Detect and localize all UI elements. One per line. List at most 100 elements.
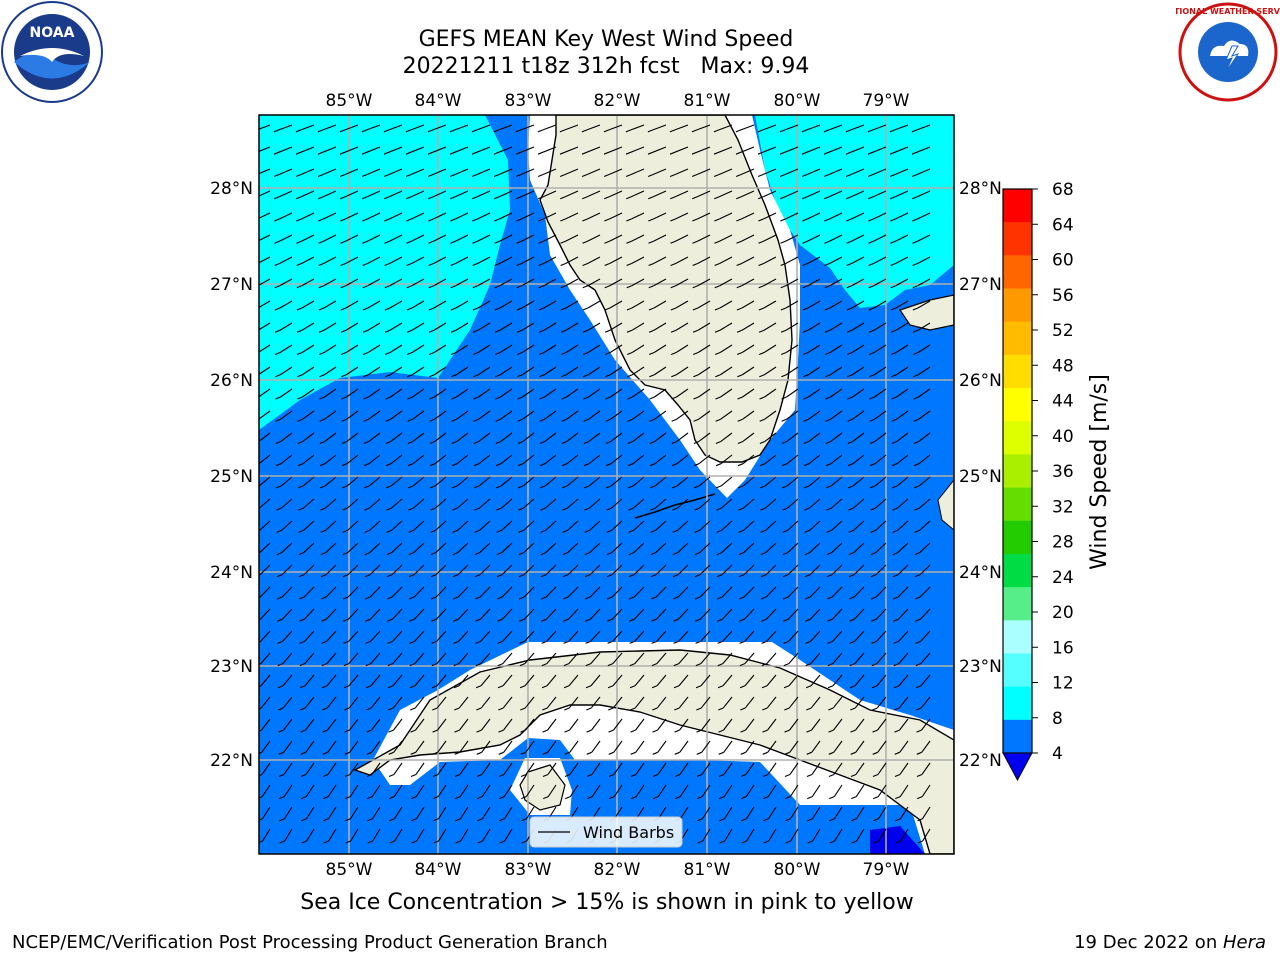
wind-barb [626, 278, 645, 289]
wind-barb [871, 652, 887, 667]
wind-barb [499, 806, 513, 822]
wind-barb [474, 564, 491, 578]
wind-barb [318, 234, 337, 244]
wind-barb [761, 630, 777, 644]
wind-barb [496, 564, 513, 578]
wind-barb [869, 410, 887, 422]
lon-label-bottom: 84°W [415, 860, 462, 880]
wind-barb [274, 212, 293, 222]
wind-barb [407, 388, 425, 400]
wind-barb [738, 586, 755, 600]
wind-barb [670, 322, 689, 333]
wind-barb [757, 146, 777, 155]
wind-barb [649, 410, 667, 422]
wind-barb [719, 828, 733, 844]
wind-barb [386, 498, 403, 511]
wind-barb [803, 388, 821, 400]
wind-barb [319, 432, 337, 444]
wind-barb [912, 212, 931, 222]
wind-barb [320, 520, 337, 533]
wind-barb [736, 256, 755, 267]
wind-barb [781, 388, 799, 400]
wind-barb [670, 300, 689, 311]
wind-barb [542, 762, 557, 777]
wind-barb [345, 828, 359, 844]
wind-barb [364, 520, 381, 533]
wind-barb [538, 344, 557, 356]
wind-barb [651, 608, 667, 622]
wind-barb [474, 542, 491, 556]
wind-barb [518, 586, 535, 600]
wind-barb [383, 146, 403, 155]
wind-barb [671, 366, 689, 378]
colorbar-tick-label: 20 [1052, 603, 1074, 623]
wind-barb [760, 542, 777, 556]
wind-barb [738, 498, 755, 511]
wind-barb [890, 278, 909, 289]
wind-barb [892, 498, 909, 511]
wind-barb [298, 542, 315, 556]
wind-barb [300, 762, 315, 777]
florida-keys [634, 493, 716, 519]
wind-barb [913, 432, 931, 444]
wind-barb [846, 300, 865, 311]
wind-barb [586, 762, 601, 777]
wind-barb [650, 542, 667, 556]
wind-barb [277, 608, 293, 622]
wind-barb [452, 564, 469, 578]
wind-barb [541, 608, 557, 622]
wind-barb [451, 388, 469, 400]
wind-barb [365, 608, 381, 622]
wind-barb [873, 828, 887, 844]
wind-barb [279, 784, 293, 800]
wind-barb [473, 410, 491, 422]
wind-barb [647, 146, 667, 155]
wind-barb [802, 212, 821, 222]
lon-label-top: 82°W [594, 91, 641, 111]
wind-barb [649, 388, 667, 400]
wind-barb [780, 322, 799, 333]
wind-barb [322, 696, 337, 711]
wind-barb [782, 520, 799, 533]
wind-barb [259, 542, 271, 554]
wind-barb [297, 432, 315, 444]
wind-barb [451, 366, 469, 378]
colorbar-segment [1003, 620, 1032, 654]
colorbar-segment [1003, 388, 1032, 422]
wind-barb [362, 212, 381, 222]
wind-barb [803, 454, 821, 467]
wind-barb [911, 168, 931, 177]
wind-barb [740, 696, 755, 711]
wind-barb [735, 146, 755, 155]
footer-date-prefix: 19 Dec 2022 on [1074, 932, 1223, 953]
wind-barb [259, 652, 271, 665]
wind-barb [560, 234, 579, 244]
wind-barb [696, 740, 711, 755]
wind-barb [515, 168, 535, 177]
wind-barb [475, 652, 491, 667]
wind-barb [407, 366, 425, 378]
wind-barb [626, 212, 645, 222]
wind-barb [300, 696, 315, 711]
wind-barb [714, 256, 733, 267]
wind-barb [342, 586, 359, 600]
wind-barb [692, 322, 711, 333]
lat-label-left: 24°N [210, 563, 253, 583]
wind-barb [455, 806, 469, 822]
wind-barb [826, 586, 843, 600]
wind-barb [583, 388, 601, 400]
wind-barb [740, 718, 755, 733]
wind-barb [363, 432, 381, 444]
wind-barb [697, 784, 711, 800]
wind-barb [716, 586, 733, 600]
wind-barb [758, 278, 777, 289]
wind-barb [406, 190, 425, 200]
colorbar-tick-label: 52 [1052, 321, 1074, 341]
wind-barb [454, 762, 469, 777]
wind-barb [626, 344, 645, 356]
wind-barb [627, 454, 645, 467]
lat-label-left: 28°N [210, 179, 253, 199]
wind-barb [317, 124, 337, 133]
wind-barb [388, 740, 403, 755]
wind-barb [539, 388, 557, 400]
